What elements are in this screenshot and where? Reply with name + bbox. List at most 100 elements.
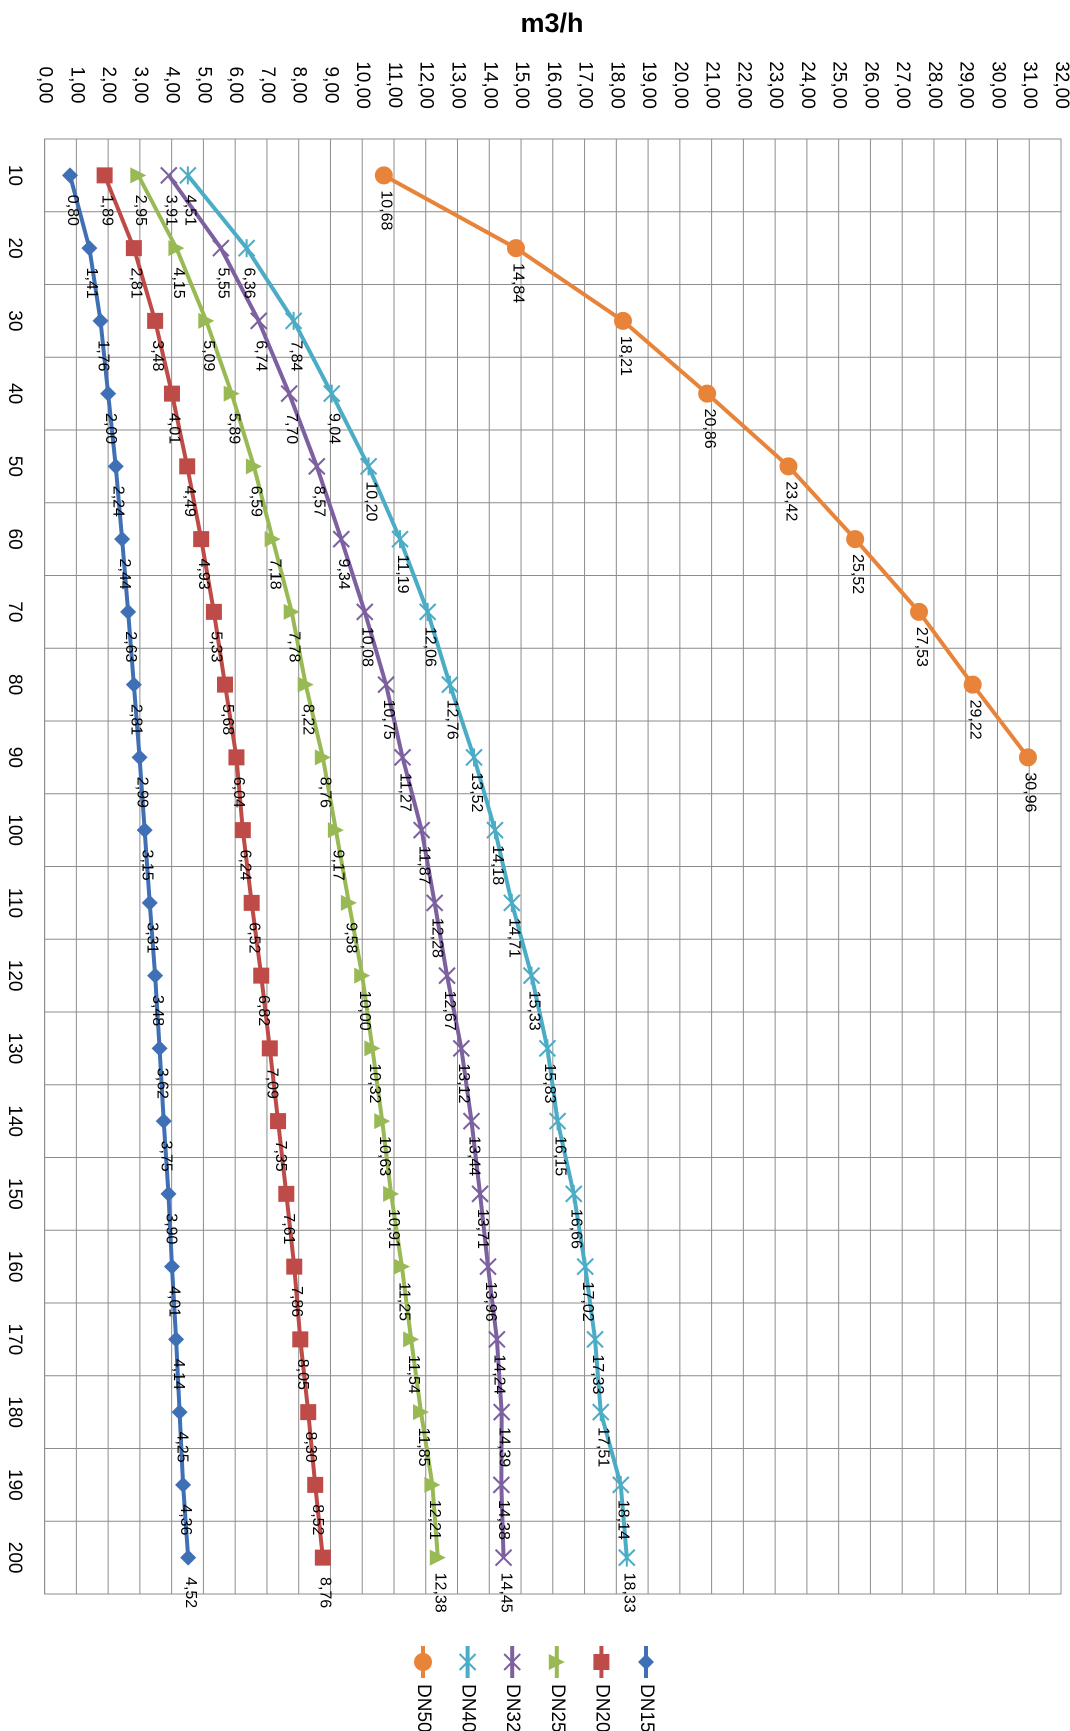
- marker: [168, 240, 185, 257]
- marker: [576, 1257, 594, 1276]
- data-label: 30,96: [1022, 772, 1039, 812]
- data-label: 2,99: [133, 777, 150, 808]
- marker: [179, 458, 196, 475]
- marker: [198, 312, 215, 329]
- marker: [393, 748, 412, 767]
- marker: [314, 1549, 331, 1566]
- marker: [228, 749, 245, 766]
- marker: [300, 1404, 317, 1421]
- marker: [107, 458, 124, 475]
- data-label: 17,33: [589, 1354, 606, 1394]
- data-label: 3,62: [153, 1068, 170, 1099]
- marker: [163, 385, 180, 402]
- marker: [212, 239, 230, 257]
- y-tick-label: 15,00: [511, 61, 532, 109]
- marker: [179, 166, 197, 185]
- data-label: 4,01: [166, 1286, 183, 1317]
- marker: [245, 458, 262, 475]
- data-label: 17,51: [595, 1427, 612, 1467]
- y-tick-label: 23,00: [765, 61, 786, 109]
- data-label: 12,06: [421, 627, 438, 667]
- x-tick-label: 60: [4, 529, 25, 550]
- data-label: 17,02: [579, 1282, 596, 1322]
- marker: [492, 1476, 511, 1494]
- marker: [147, 312, 164, 329]
- legend-label: DN20: [591, 1684, 612, 1731]
- marker: [292, 1331, 309, 1348]
- marker: [278, 1185, 295, 1202]
- marker: [205, 603, 222, 620]
- y-tick-label: 17,00: [575, 61, 596, 109]
- marker: [136, 822, 153, 839]
- marker: [308, 457, 326, 476]
- marker: [488, 1330, 506, 1349]
- data-label: 11,87: [415, 846, 432, 885]
- data-label: 13,96: [482, 1282, 499, 1322]
- data-label: 11,19: [394, 555, 411, 594]
- x-tick-label: 190: [4, 1469, 25, 1501]
- x-tick-label: 10: [4, 165, 25, 186]
- marker: [62, 167, 79, 184]
- marker: [618, 1548, 636, 1567]
- y-tick-label: 8,00: [289, 67, 310, 104]
- marker: [100, 385, 117, 402]
- marker: [391, 530, 409, 549]
- x-tick-label: 120: [4, 960, 25, 992]
- y-tick-label: 16,00: [543, 61, 564, 109]
- y-tick-label: 11,00: [384, 62, 405, 108]
- data-label: 12,76: [444, 700, 461, 740]
- y-tick-label: 3,00: [130, 67, 151, 104]
- marker: [471, 1185, 489, 1203]
- x-tick-label: 90: [4, 747, 25, 768]
- data-label: 5,68: [219, 704, 236, 735]
- data-label: 9,04: [325, 413, 342, 444]
- data-label: 3,91: [163, 195, 180, 226]
- marker: [332, 530, 350, 548]
- data-label: 16,66: [568, 1209, 585, 1249]
- data-label: 2,81: [128, 268, 145, 299]
- series: 10,68 14,84 18,21 20,86 23,42 25,52 27,53 29,22…: [374, 166, 1039, 812]
- data-label: 13,44: [465, 1136, 482, 1176]
- data-label: 4,25: [173, 1432, 190, 1463]
- x-tick-label: 140: [4, 1105, 25, 1137]
- x-tick-label: 70: [4, 601, 25, 622]
- marker: [234, 822, 251, 839]
- data-label: 8,76: [317, 1577, 334, 1608]
- data-label: 8,76: [317, 777, 334, 808]
- data-label: 2,44: [116, 559, 133, 590]
- y-tick-label: 18,00: [606, 61, 627, 109]
- marker: [223, 385, 240, 402]
- x-tick-label: 40: [4, 383, 25, 404]
- marker: [264, 531, 281, 548]
- marker: [412, 1404, 429, 1421]
- marker: [612, 1475, 630, 1494]
- series-line: [68, 174, 191, 1558]
- data-label: 15,83: [541, 1063, 558, 1103]
- marker: [522, 966, 541, 985]
- marker: [270, 1113, 287, 1130]
- marker: [125, 676, 142, 693]
- marker: [114, 531, 131, 548]
- data-label: 27,53: [913, 627, 930, 667]
- y-tick-label: 14,00: [479, 61, 500, 109]
- legend-marker: [593, 1654, 610, 1670]
- marker: [92, 312, 109, 329]
- data-label: 16,15: [551, 1136, 568, 1176]
- data-label: 12,38: [432, 1573, 449, 1613]
- data-label: 12,67: [441, 991, 458, 1031]
- y-tick-label: 4,00: [162, 67, 183, 104]
- x-tick-label: 100: [4, 814, 25, 846]
- y-tick-label: 12,00: [416, 61, 437, 109]
- marker: [286, 1258, 303, 1275]
- marker: [314, 749, 331, 766]
- y-tick-label: 32,00: [1051, 61, 1070, 109]
- data-label: 23,42: [782, 481, 799, 521]
- y-tick-label: 9,00: [320, 67, 341, 104]
- data-label: 8,30: [302, 1432, 319, 1463]
- marker: [175, 1476, 192, 1493]
- marker: [565, 1184, 583, 1203]
- marker: [151, 1040, 168, 1057]
- data-label: 10,32: [366, 1063, 383, 1103]
- y-tick-label: 21,00: [702, 61, 723, 109]
- data-label: 2,63: [122, 631, 139, 662]
